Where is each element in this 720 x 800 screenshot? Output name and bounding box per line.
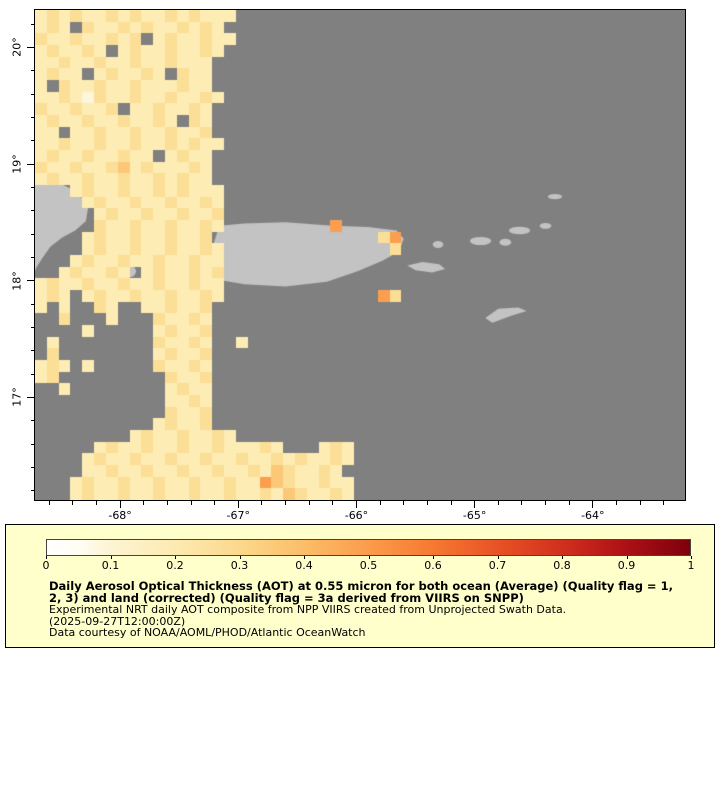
lon-tick-label: -65° [462, 509, 487, 522]
lon-minor-tick [615, 501, 617, 505]
lon-major-tick [592, 501, 594, 508]
legend-credit: Data courtesy of NOAA/AOML/PHOD/Atlantic… [49, 626, 366, 639]
colorbar-tick-label: 0.8 [553, 559, 571, 572]
colorbar-tick-label: 0.9 [617, 559, 636, 572]
colorbar-tickmark [304, 556, 305, 559]
lat-tick-label: 18° [10, 270, 24, 291]
lon-minor-tick [497, 501, 499, 505]
legend-caption: Daily Aerosol Optical Thickness (AOT) at… [49, 580, 704, 639]
lat-minor-tick [31, 490, 35, 492]
lat-minor-tick [31, 443, 35, 445]
lat-minor-tick [31, 70, 35, 72]
lat-minor-tick [31, 303, 35, 305]
lat-minor-tick [31, 23, 35, 25]
lat-tick-label: 17° [10, 387, 24, 408]
lon-tick-label: -68° [108, 509, 132, 522]
colorbar-tick-label: 1 [687, 559, 695, 572]
lon-minor-tick [214, 501, 216, 505]
lon-minor-tick [95, 501, 97, 505]
colorbar-tickmark [691, 556, 692, 559]
lat-minor-tick [31, 326, 35, 328]
lon-minor-tick [261, 501, 263, 505]
colorbar-tickmark [433, 556, 434, 559]
lat-minor-tick [31, 116, 35, 118]
lat-major-tick [27, 280, 35, 282]
lon-minor-tick [426, 501, 428, 505]
lon-minor-tick [545, 501, 547, 505]
colorbar [46, 539, 691, 556]
lat-minor-tick [31, 233, 35, 235]
colorbar-tick-label: 0.3 [230, 559, 249, 572]
colorbar-tickmark [626, 556, 628, 559]
legend-timestamp: (2025-09-27T12:00:00Z) [49, 614, 186, 628]
lat-minor-tick [31, 210, 35, 212]
lon-major-tick [237, 501, 239, 508]
lat-tick-label: 19° [10, 154, 24, 174]
lon-minor-tick [48, 501, 50, 505]
lon-minor-tick [308, 501, 310, 505]
lon-minor-tick [190, 501, 192, 505]
legend-title-line1: Daily Aerosol Optical Thickness (AOT) at… [49, 579, 673, 593]
lat-minor-tick [31, 420, 35, 422]
colorbar-tickmark [175, 556, 176, 559]
colorbar-tick-label: 0 [42, 559, 50, 572]
lon-tick-label: -64° [581, 509, 605, 522]
lon-minor-tick [166, 501, 168, 505]
lon-minor-tick [450, 501, 452, 505]
legend-title-line2: 2, 3) and land (corrected) (Quality flag… [49, 591, 524, 605]
lon-minor-tick [143, 501, 145, 505]
lon-tick-label: -67° [226, 509, 250, 522]
lat-minor-tick [31, 256, 35, 258]
colorbar-tick-label: 0.2 [166, 559, 184, 572]
legend-subtitle: Experimental NRT daily AOT composite fro… [49, 603, 567, 616]
colorbar-tickmark [497, 556, 499, 559]
lon-minor-tick [521, 501, 523, 505]
lon-major-tick [355, 501, 357, 508]
lon-minor-tick [379, 501, 381, 505]
lon-major-tick [119, 501, 121, 508]
legend-box: 0 0.1 0.2 0.3 0.4 0.5 0.6 0.7 0.8 0.9 1 Daily Aero… [5, 524, 715, 648]
colorbar-tick-label: 0.7 [488, 559, 507, 572]
colorbar-tick-labels: 0 0.1 0.2 0.3 0.4 0.5 0.6 0.7 0.8 0.9 1 [42, 556, 695, 573]
lat-tick-label: 20° [10, 37, 24, 58]
lat-minor-tick [31, 140, 35, 142]
lon-minor-tick [639, 501, 641, 505]
colorbar-tick-label: 0.6 [424, 559, 442, 572]
lat-minor-tick [31, 466, 35, 468]
map-plot-frame [34, 9, 686, 501]
lon-minor-tick [285, 501, 287, 505]
lon-minor-tick [332, 501, 334, 505]
aot-map-figure: 20° 19° 18° 17° -68° -67° -66° -65° -64° [10, 9, 686, 522]
colorbar-tickmark [110, 556, 112, 559]
lat-minor-tick [31, 373, 35, 375]
lat-minor-tick [31, 186, 35, 188]
lon-minor-tick [568, 501, 570, 505]
colorbar-tickmark [239, 556, 241, 559]
colorbar-tickmark [562, 556, 563, 559]
colorbar-tick-label: 0.4 [295, 559, 313, 572]
lat-major-tick [27, 163, 35, 165]
lon-minor-tick [403, 501, 405, 505]
colorbar-tick-label: 0.1 [101, 559, 120, 572]
lat-major-tick [27, 396, 35, 398]
lon-minor-tick [663, 501, 665, 505]
lat-minor-tick [31, 350, 35, 352]
colorbar-tickmark [368, 556, 370, 559]
lon-minor-tick [72, 501, 74, 505]
colorbar-tick-label: 0.5 [359, 559, 378, 572]
aot-map-canvas [35, 10, 685, 500]
lon-major-tick [474, 501, 476, 508]
lat-minor-tick [31, 93, 35, 95]
lon-tick-label: -66° [344, 509, 369, 522]
lat-major-tick [27, 46, 35, 48]
colorbar-tickmark [46, 556, 47, 559]
